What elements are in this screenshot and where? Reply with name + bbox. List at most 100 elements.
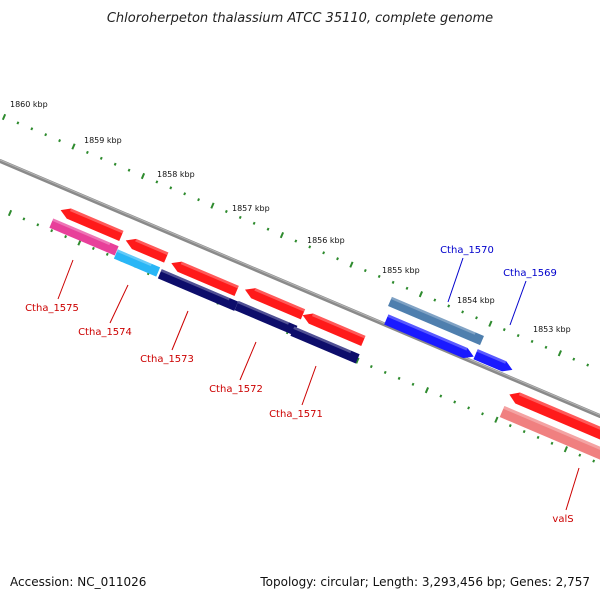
scale-tick-minor [530, 339, 534, 344]
gene-ctha-1575 [49, 218, 119, 256]
scale-tick-minor [50, 229, 54, 233]
scale-tick-major [7, 209, 13, 217]
genome-backbone [0, 159, 600, 418]
scale-tick-minor [224, 209, 228, 214]
gene-ctha-1573 [157, 269, 239, 311]
scale-tick-minor [433, 298, 437, 302]
scale-tick-major [210, 202, 215, 209]
scale-tick-major [418, 291, 424, 298]
scale-tick-minor [113, 162, 117, 166]
scale-tick-minor [377, 274, 381, 279]
scale-tick-minor [336, 257, 339, 261]
scale-tick-minor [536, 435, 540, 440]
scale-tick-minor [453, 400, 457, 404]
scale-tick-minor [522, 429, 526, 434]
gene-ctha-1575-body [49, 218, 119, 256]
scale-tick-minor [183, 192, 187, 196]
scale-tick-minor [439, 394, 443, 398]
scale-tick-minor [405, 286, 409, 290]
scale-tick-minor [397, 376, 401, 380]
cds-ctha-1572 [245, 288, 306, 320]
gene-label-vals: valS [552, 514, 573, 525]
scale-tick-major [424, 387, 430, 394]
scale-tick-minor [36, 223, 40, 227]
scale-tick-major [140, 172, 146, 180]
gene-ctha-1571-sheen [293, 326, 352, 354]
scale-tick-minor [475, 316, 478, 320]
cds-ctha-1574 [125, 238, 169, 263]
kbp-label-1860: 1860 kbp [10, 100, 48, 109]
scale-tick-major [355, 357, 360, 364]
gene-ctha-1570-steel-body [388, 296, 484, 346]
scale-tick-minor [238, 215, 242, 219]
scale-tick-minor [508, 424, 512, 428]
gene-ctha-1569-body [473, 349, 513, 372]
gene-ctha-1570 [384, 314, 474, 359]
gene-label-ctha-1575: Ctha_1575 [25, 303, 79, 314]
genome-summary-text: Topology: circular; Length: 3,293,456 bp… [259, 575, 590, 589]
scale-tick-minor [105, 252, 109, 256]
scale-tick-major [71, 143, 76, 150]
gene-ctha-1570-steel-sheen [390, 296, 476, 335]
scale-tick-major [557, 350, 562, 357]
scale-tick-minor [266, 227, 270, 231]
cds-ctha-1573-body [171, 261, 239, 296]
gene-ctha-1570-body [384, 314, 474, 359]
cds-ctha-1572-sheen [254, 288, 306, 312]
scale-tick-minor [369, 364, 373, 369]
cds-ctha-1575-sheen [69, 208, 124, 234]
scale-tick-minor [30, 127, 34, 131]
scale-row-outer [1, 113, 590, 367]
scale-tick-minor [411, 382, 415, 386]
scale-tick-major [349, 261, 354, 268]
scale-tick-minor [16, 121, 20, 125]
cds-ctha-1573 [171, 261, 239, 296]
leader-ctha-1572 [239, 341, 257, 381]
scale-tick-minor [516, 333, 520, 338]
gene-ctha-1574-body [113, 249, 161, 277]
gene-label-ctha-1574: Ctha_1574 [78, 327, 132, 338]
cds-vals [509, 392, 600, 444]
gene-ctha-1570-steel [388, 296, 484, 346]
gene-label-ctha-1573: Ctha_1573 [140, 354, 194, 365]
cds-ctha-1572-body [245, 288, 306, 320]
scale-tick-minor [58, 139, 62, 143]
scale-tick-minor [586, 363, 590, 367]
gene-ctha-1569-sheen [476, 349, 507, 364]
scale-tick-major [279, 231, 285, 239]
cds-vals-sheen [518, 392, 600, 435]
scale-tick-major [563, 446, 568, 453]
scale-tick-minor [461, 310, 465, 314]
gene-labels: Ctha_1575 Ctha_1574 Ctha_1573 Ctha_1572 … [25, 245, 574, 525]
scale-tick-minor [91, 246, 95, 251]
gene-ctha-1574-sheen [116, 249, 152, 267]
scale-tick-minor [252, 221, 256, 225]
label-leader-lines [57, 257, 580, 511]
scale-tick-minor [572, 357, 576, 361]
gene-ctha-1575-sheen [52, 218, 111, 246]
gene-ctha-1570-sheen [387, 314, 468, 351]
scale-tick-minor [44, 133, 48, 137]
scale-tick-minor [99, 156, 103, 160]
scale-tick-minor [197, 198, 200, 202]
leader-ctha-1570 [447, 257, 464, 303]
scale-tick-major [494, 416, 499, 423]
accession-text: Accession: NC_011026 [10, 575, 146, 589]
backbone-line [0, 159, 600, 418]
leader-ctha-1575 [57, 259, 74, 300]
leader-ctha-1569 [509, 280, 527, 326]
scale-tick-minor [502, 328, 506, 332]
leader-vals [565, 467, 580, 511]
gene-features [49, 208, 600, 463]
scale-tick-major [1, 113, 7, 121]
scale-tick-minor [578, 453, 582, 457]
gene-ctha-1571-body [290, 326, 360, 364]
gene-vals-sheen [503, 405, 600, 451]
map-title: Chloroherpeton thalassium ATCC 35110, co… [107, 11, 493, 26]
cds-ctha-1574-body [125, 238, 169, 263]
kbp-label-1853: 1853 kbp [533, 325, 571, 334]
scale-tick-minor [481, 412, 484, 416]
scale-tick-minor [64, 235, 68, 239]
scale-tick-minor [447, 304, 451, 308]
